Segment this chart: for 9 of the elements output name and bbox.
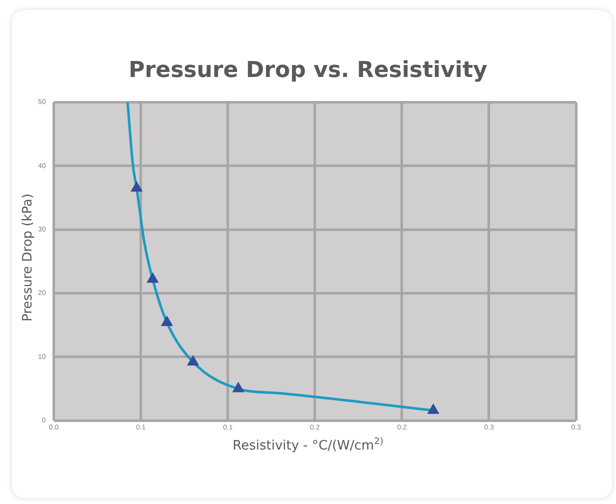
point [146, 272, 158, 283]
point [130, 182, 142, 192]
y-axis-title: Pressure Drop (kPa) [20, 192, 36, 324]
point [161, 316, 173, 326]
chart-title: Pressure Drop vs. Resistivity [128, 58, 488, 83]
point [187, 356, 199, 366]
point [232, 382, 244, 392]
x-axis-title: Resistivity - °C/(W/cm$^{2)}$ [232, 437, 384, 454]
point [428, 404, 439, 414]
